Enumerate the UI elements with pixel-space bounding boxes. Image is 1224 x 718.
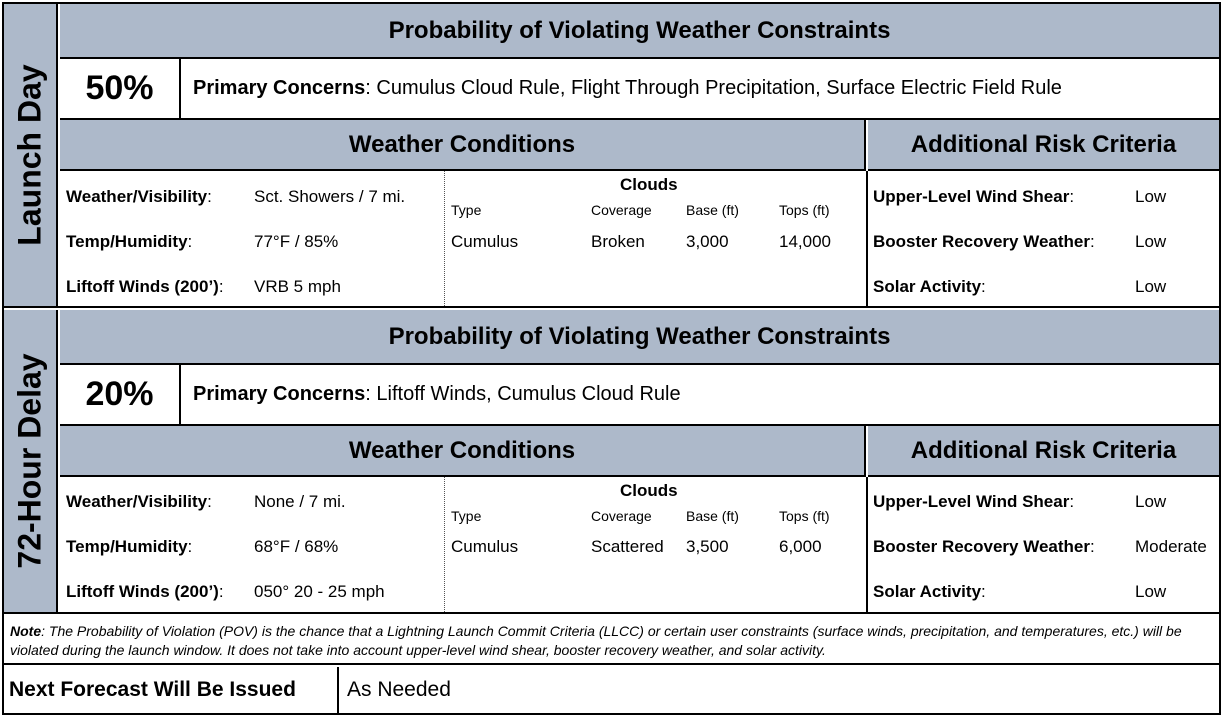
- risk-value: Low: [1135, 187, 1167, 206]
- clouds-value: Cumulus: [451, 232, 519, 251]
- next-forecast-label: Next Forecast Will Be Issued: [4, 667, 339, 713]
- primary-concerns: Primary Concerns: Cumulus Cloud Rule, Fl…: [193, 59, 1062, 118]
- weather-label: Temp/Humidity:: [66, 537, 193, 556]
- clouds-value: 3,000: [686, 232, 729, 251]
- next-forecast-row: Next Forecast Will Be Issued As Needed: [4, 667, 1219, 713]
- concerns-label: Primary Concerns: [193, 383, 366, 405]
- clouds-header: Type: [451, 508, 482, 524]
- risk-label: Booster Recovery Weather:: [873, 537, 1095, 556]
- weather-label: Liftoff Winds (200’):: [66, 582, 224, 601]
- clouds-header: Coverage: [591, 508, 652, 524]
- clouds-value: 6,000: [779, 537, 822, 556]
- weather-label: Weather/Visibility:: [66, 492, 212, 511]
- weather-value: Sct. Showers / 7 mi.: [254, 187, 406, 206]
- weather-value: 68°F / 68%: [254, 537, 339, 556]
- clouds-value: 14,000: [779, 232, 831, 251]
- pov-note: Note: The Probability of Violation (POV)…: [4, 616, 1219, 665]
- pov-heading: Probability of Violating Weather Constra…: [60, 310, 1219, 363]
- weather-value: VRB 5 mph: [254, 277, 341, 296]
- risk-label: Upper-Level Wind Shear:: [873, 187, 1075, 206]
- clouds-header: Coverage: [591, 202, 652, 218]
- weather-conditions-heading: Weather Conditions: [60, 120, 866, 171]
- clouds-title: Clouds: [620, 175, 678, 194]
- risk-value: Low: [1135, 277, 1167, 296]
- clouds-header: Tops (ft): [779, 202, 830, 218]
- weather-label: Weather/Visibility:: [66, 187, 212, 206]
- note-text: : The Probability of Violation (POV) is …: [10, 623, 1182, 658]
- risk-label: Booster Recovery Weather:: [873, 232, 1095, 251]
- pov-row: 50% Primary Concerns: Cumulus Cloud Rule…: [60, 57, 1219, 120]
- pov-percentage: 20%: [60, 365, 181, 424]
- weather-label: Liftoff Winds (200’):: [66, 277, 224, 296]
- weather-conditions-heading: Weather Conditions: [60, 426, 866, 477]
- risk-label: Solar Activity:: [873, 582, 986, 601]
- risk-label: Solar Activity:: [873, 277, 986, 296]
- clouds-title: Clouds: [620, 481, 678, 500]
- clouds-header: Base (ft): [686, 508, 739, 524]
- concerns-text: : Liftoff Winds, Cumulus Cloud Rule: [365, 383, 681, 405]
- risk-label: Upper-Level Wind Shear:: [873, 492, 1075, 511]
- section-side-label: 72-Hour Delay: [4, 310, 58, 612]
- concerns-text: : Cumulus Cloud Rule, Flight Through Pre…: [365, 77, 1062, 99]
- clouds-header: Tops (ft): [779, 508, 830, 524]
- clouds-header: Base (ft): [686, 202, 739, 218]
- clouds-value: Cumulus: [451, 537, 519, 556]
- clouds-value: Scattered: [591, 537, 664, 556]
- side-label-text: 72-Hour Delay: [11, 353, 48, 569]
- weather-label: Temp/Humidity:: [66, 232, 193, 251]
- concerns-label: Primary Concerns: [193, 77, 366, 99]
- risk-value: Moderate: [1135, 537, 1207, 556]
- clouds-header: Type: [451, 202, 482, 218]
- risk-value: Low: [1135, 232, 1167, 251]
- risk-value: Low: [1135, 582, 1167, 601]
- section-side-label: Launch Day: [4, 4, 58, 306]
- next-forecast-value: As Needed: [347, 678, 451, 701]
- pov-heading: Probability of Violating Weather Constra…: [60, 4, 1219, 57]
- launch-day-section: Launch Day Probability of Violating Weat…: [4, 4, 1219, 308]
- primary-concerns: Primary Concerns: Liftoff Winds, Cumulus…: [193, 365, 681, 424]
- side-label-text: Launch Day: [11, 64, 48, 246]
- pov-percentage: 50%: [60, 59, 181, 118]
- clouds-value: 3,500: [686, 537, 729, 556]
- delay-section: 72-Hour Delay Probability of Violating W…: [4, 310, 1219, 614]
- risk-value: Low: [1135, 492, 1167, 511]
- clouds-value: Broken: [591, 232, 645, 251]
- risk-criteria-heading: Additional Risk Criteria: [868, 426, 1219, 477]
- weather-value: 050° 20 - 25 mph: [254, 582, 385, 601]
- weather-value: None / 7 mi.: [254, 492, 346, 511]
- weather-value: 77°F / 85%: [254, 232, 339, 251]
- pov-row: 20% Primary Concerns: Liftoff Winds, Cum…: [60, 363, 1219, 426]
- note-label: Note: [10, 623, 42, 639]
- risk-criteria-heading: Additional Risk Criteria: [868, 120, 1219, 171]
